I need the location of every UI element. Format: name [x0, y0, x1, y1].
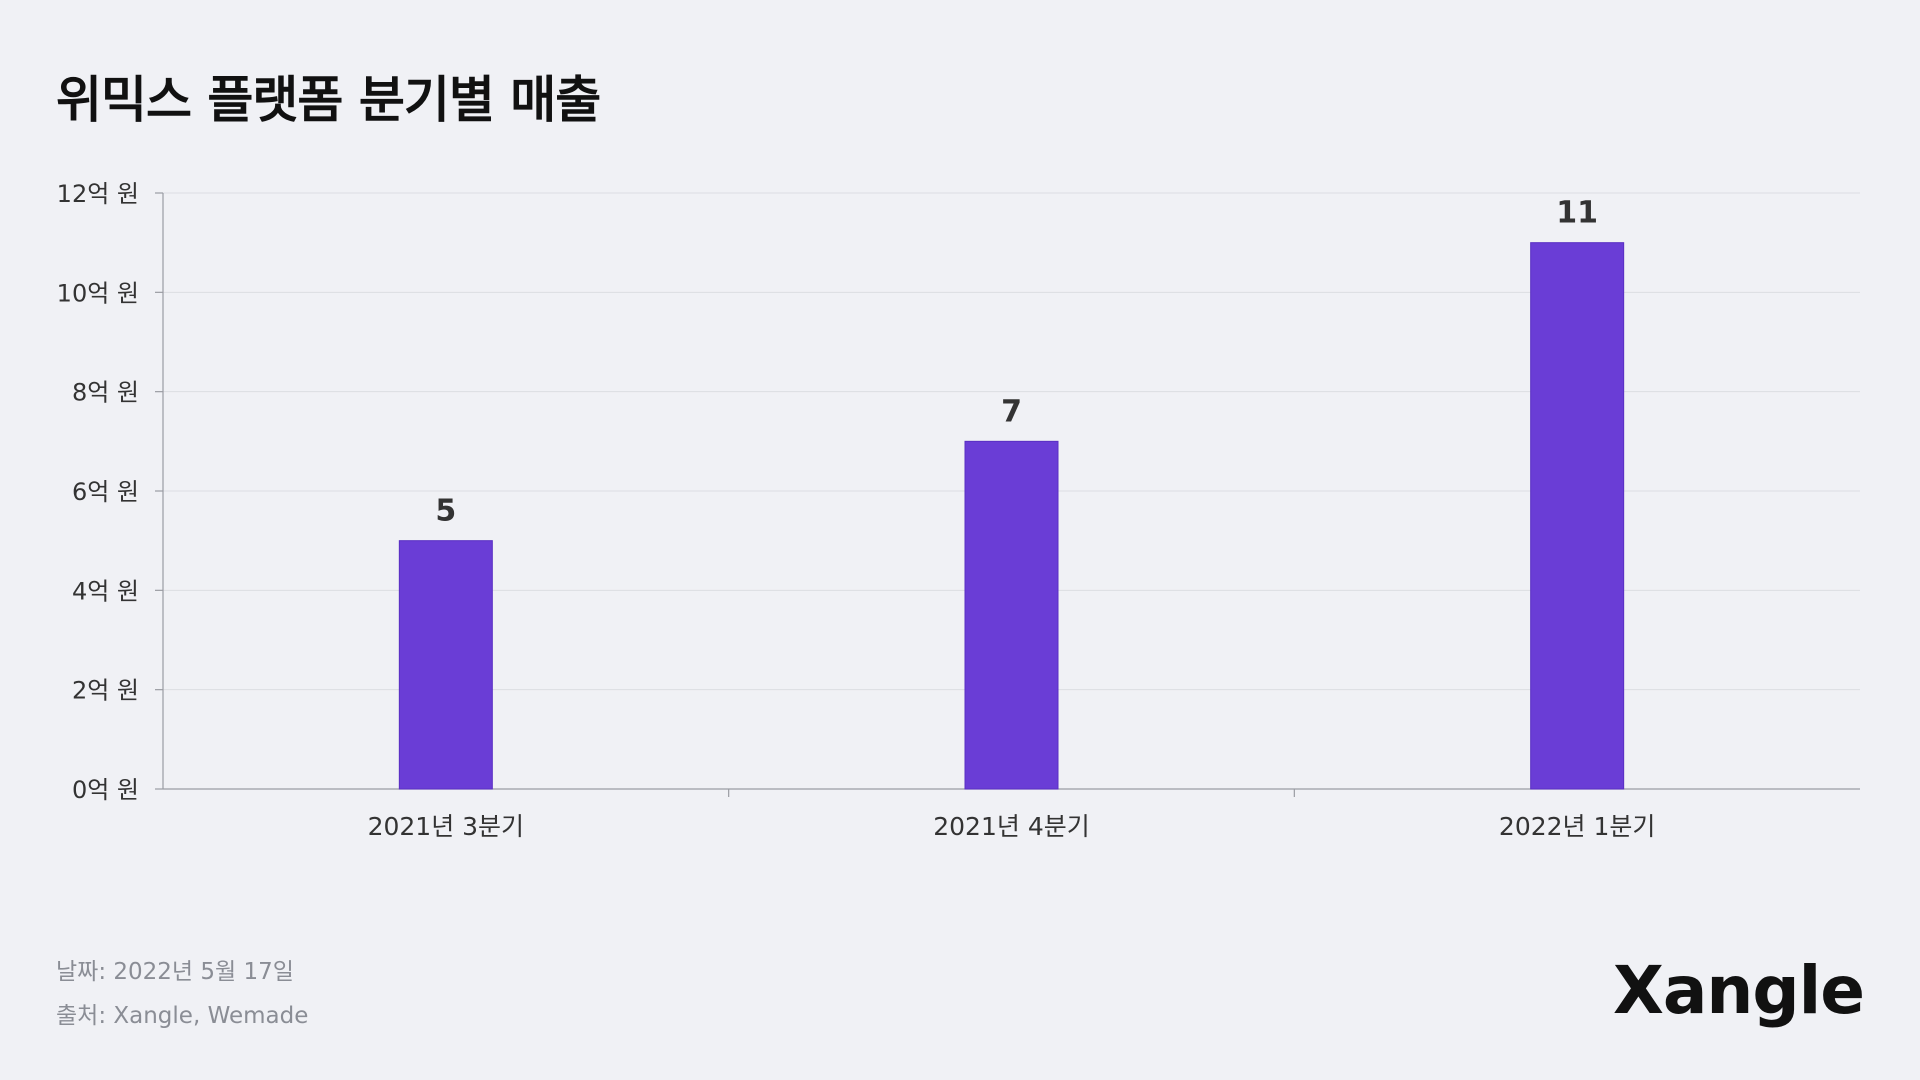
date-note: 날짜: 2022년 5월 17일 [56, 959, 294, 985]
x-tick-label: 2021년 3분기 [368, 812, 524, 841]
y-tick-label: 4억 원 [72, 577, 139, 605]
y-tick-label: 8억 원 [72, 379, 139, 407]
x-tick-label: 2021년 4분기 [933, 812, 1089, 841]
bar-value-label: 5 [435, 494, 456, 529]
x-tick-label: 2022년 1분기 [1499, 812, 1655, 841]
y-tick-label: 0억 원 [72, 776, 139, 804]
bar-value-label: 7 [1001, 394, 1022, 429]
bar [1530, 242, 1625, 790]
bar-value-label: 11 [1556, 196, 1598, 231]
y-tick-label: 12억 원 [57, 180, 139, 208]
chart-title: 위믹스 플랫폼 분기별 매출 [56, 71, 601, 129]
y-tick-label: 2억 원 [72, 677, 139, 705]
y-tick-label: 6억 원 [72, 478, 139, 506]
y-tick-label: 10억 원 [57, 279, 139, 307]
xangle-logo: Xangle [1612, 952, 1865, 1029]
bar [398, 540, 493, 790]
bar [964, 440, 1059, 790]
source-note: 출처: Xangle, Wemade [56, 1003, 309, 1029]
